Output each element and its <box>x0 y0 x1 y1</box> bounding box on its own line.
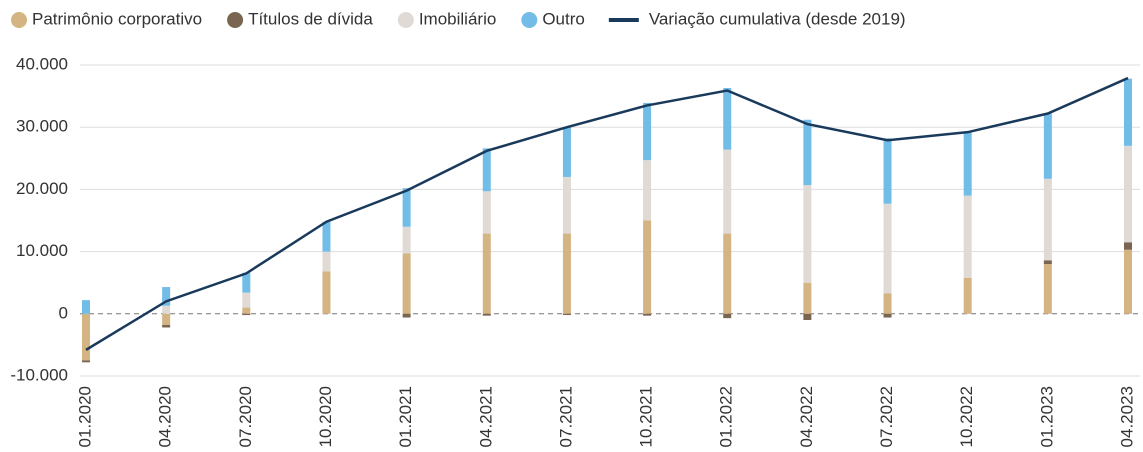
bar-segment <box>803 185 812 283</box>
bar-segment <box>723 149 732 234</box>
bar-segment <box>482 191 491 234</box>
bar-segment <box>482 313 491 316</box>
legend-marker <box>227 12 244 28</box>
legend-label: Outro <box>542 9 585 28</box>
bar-segment <box>803 282 812 314</box>
bar-segment <box>883 203 892 294</box>
y-tick-label: 40.000 <box>16 54 68 73</box>
bar-segment <box>562 127 571 177</box>
bar-segment <box>963 195 972 278</box>
legend-label: Variação cumulativa (desde 2019) <box>649 9 906 28</box>
bar-segment <box>723 88 732 150</box>
bar-segment <box>82 360 90 363</box>
bar-segment <box>482 148 491 192</box>
bar-segment <box>242 292 251 308</box>
bar-segment <box>643 160 652 221</box>
bar-segment <box>402 313 411 318</box>
y-tick-label: 30.000 <box>16 117 68 136</box>
x-tick-label: 10.2020 <box>316 386 335 447</box>
bar-segment <box>242 307 251 314</box>
bar-segment <box>1043 260 1052 265</box>
x-tick-label: 10.2021 <box>637 386 656 447</box>
bar-segment <box>883 138 892 204</box>
bar-segment <box>1043 178 1052 261</box>
bar-segment <box>482 233 491 314</box>
bar-segment <box>562 233 571 314</box>
bar-segment <box>162 313 171 325</box>
bar-segment <box>1124 249 1132 314</box>
x-tick-label: 01.2020 <box>75 386 94 447</box>
x-tick-label: 07.2022 <box>877 386 896 447</box>
bar-segment <box>1124 242 1132 250</box>
bar-segment <box>803 119 812 186</box>
x-tick-label: 07.2021 <box>556 386 575 447</box>
legend-label: Imobiliário <box>419 9 496 28</box>
bar-segment <box>402 253 411 314</box>
legend-label: Títulos de dívida <box>248 9 373 28</box>
bar-segment <box>643 102 652 161</box>
bar-segment <box>1124 78 1132 146</box>
y-tick-label: 0 <box>59 303 68 322</box>
x-tick-label: 01.2021 <box>396 386 415 447</box>
bar-segment <box>402 226 411 254</box>
bar-segment <box>82 300 90 314</box>
bar-segment <box>883 293 892 314</box>
x-tick-label: 01.2022 <box>717 386 736 447</box>
bar-segment <box>242 272 251 293</box>
bar-segment <box>322 271 331 314</box>
bar-segment <box>1043 264 1052 314</box>
bar-segment <box>1124 145 1132 243</box>
legend-marker <box>11 12 27 28</box>
bar-segment <box>322 251 331 272</box>
x-tick-label: 04.2021 <box>476 386 495 447</box>
bar-segment <box>1043 113 1052 179</box>
legend-marker <box>521 12 538 28</box>
bar-segment <box>643 313 652 316</box>
x-tick-label: 01.2023 <box>1037 386 1056 447</box>
bar-segment <box>322 221 331 252</box>
x-tick-label: 07.2020 <box>236 386 255 447</box>
bar-segment <box>242 313 251 316</box>
bar-segment <box>963 277 972 314</box>
bar-segment <box>162 324 171 328</box>
y-tick-label: -10.000 <box>10 365 68 384</box>
bar-segment <box>643 220 652 314</box>
x-tick-label: 04.2022 <box>797 386 816 447</box>
bar-segment <box>723 233 732 314</box>
y-tick-label: 10.000 <box>16 241 68 260</box>
x-tick-label: 04.2020 <box>156 386 175 447</box>
legend-marker <box>397 12 414 28</box>
x-tick-label: 10.2022 <box>957 386 976 447</box>
legend-label: Patrimônio corporativo <box>32 9 202 28</box>
bar-segment <box>82 313 90 361</box>
y-tick-label: 20.000 <box>16 179 68 198</box>
bar-segment <box>562 313 571 316</box>
bar-segment <box>402 188 411 227</box>
x-tick-label: 04.2023 <box>1117 386 1136 447</box>
bar-segment <box>803 313 812 321</box>
bar-segment <box>562 176 571 234</box>
cumulative-line <box>85 76 1129 351</box>
bar-segment <box>883 313 892 318</box>
bar-segment <box>723 313 732 319</box>
bar-segment <box>162 305 171 314</box>
bar-segment <box>963 132 972 196</box>
bar-segment <box>162 287 171 306</box>
